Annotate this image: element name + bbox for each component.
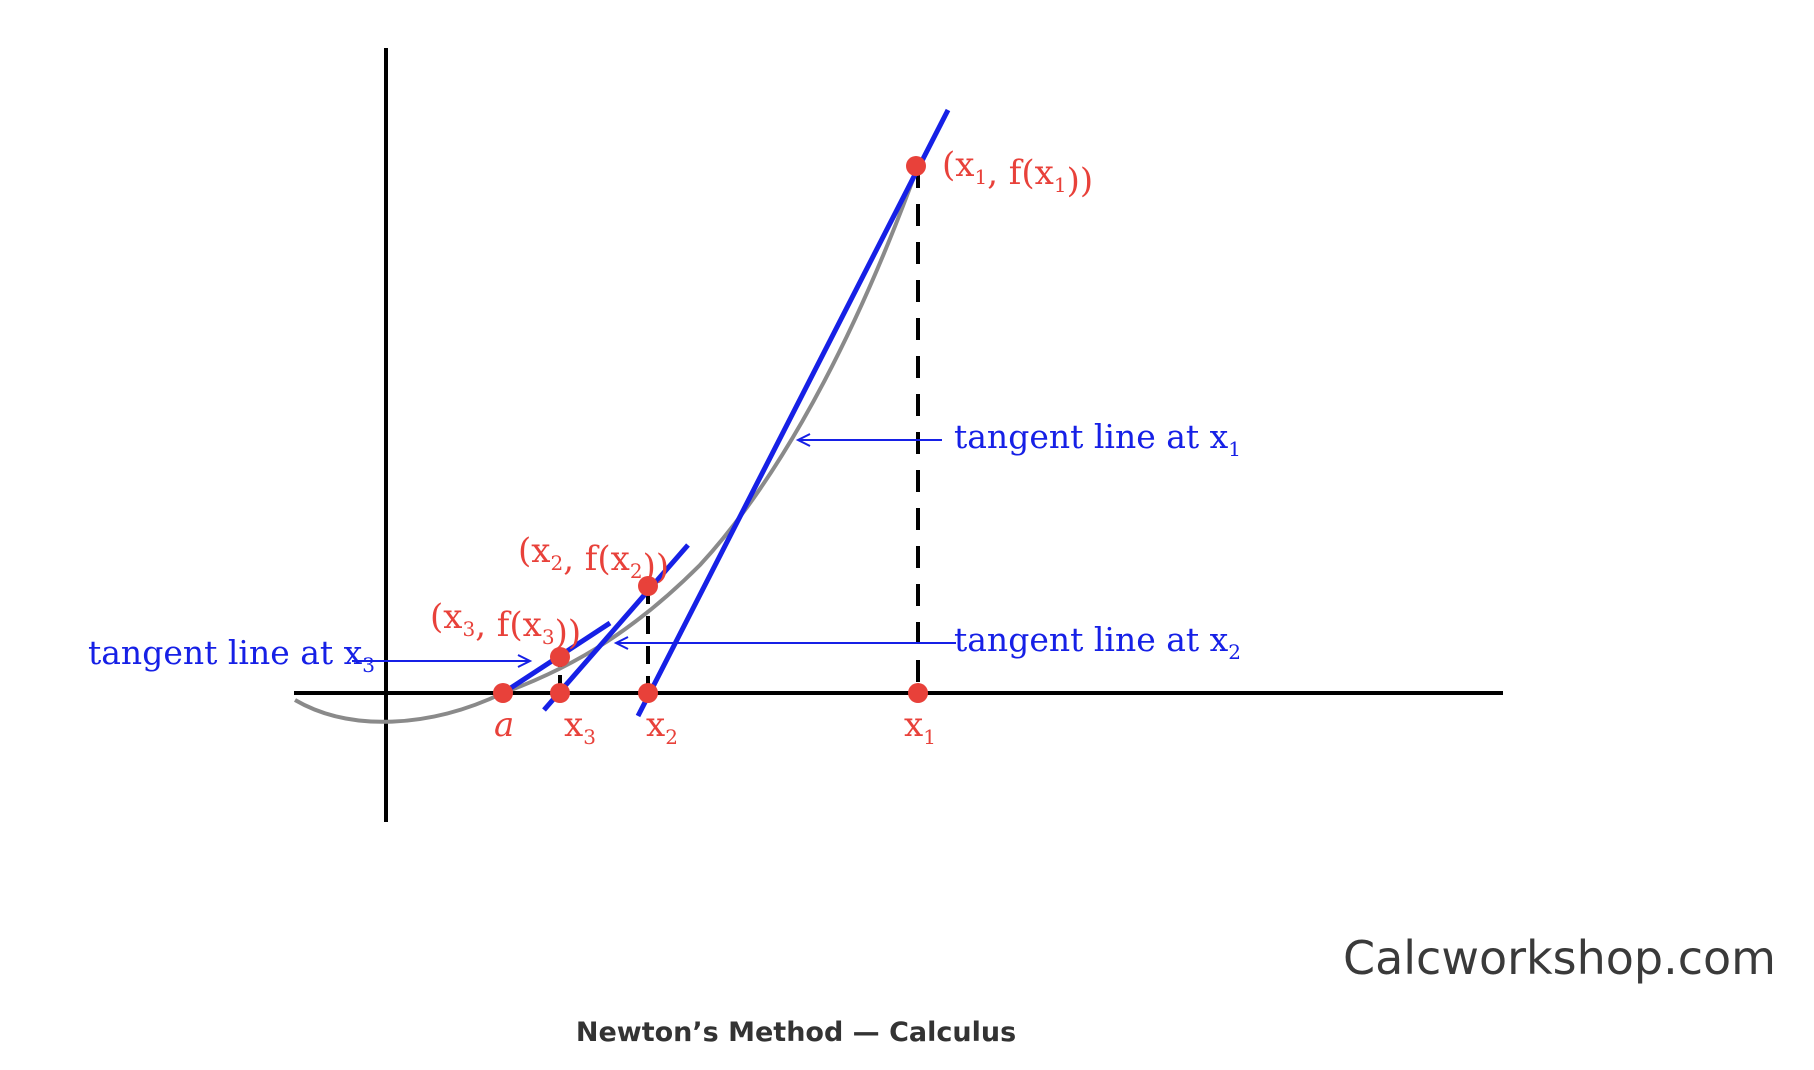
brand-watermark: Calcworkshop.com (1343, 931, 1776, 985)
label-tangent-x2: tangent line at x2 (954, 620, 1241, 664)
tangent-line-x1 (635, 108, 951, 718)
function-curve (293, 165, 920, 724)
label-a: a (494, 705, 514, 745)
label-x3: x3 (564, 705, 596, 749)
arrow-tangent-x3 (352, 654, 533, 668)
point-x3-fx3 (550, 647, 570, 667)
tangent-line-x2 (542, 543, 690, 712)
label-tangent-x3: tangent line at x3 (88, 633, 375, 677)
arrow-tangent-x1 (795, 433, 942, 447)
label-x1: x1 (904, 705, 936, 749)
point-x1-fx1 (906, 156, 926, 176)
figure-caption: Newton’s Method — Calculus (576, 1017, 1016, 1048)
label-x2: x2 (646, 705, 678, 749)
point-x3 (550, 683, 570, 703)
point-root-a (493, 683, 513, 703)
label-tangent-x1: tangent line at x1 (954, 417, 1241, 461)
label-point-x3: (x3, f(x3)) (430, 597, 581, 653)
point-x1 (908, 683, 928, 703)
label-point-x1: (x1, f(x1)) (942, 145, 1093, 201)
label-point-x2: (x2, f(x2)) (518, 531, 669, 587)
point-x2 (638, 683, 658, 703)
arrow-tangent-x2 (613, 636, 956, 650)
point-x2-fx2 (638, 576, 658, 596)
